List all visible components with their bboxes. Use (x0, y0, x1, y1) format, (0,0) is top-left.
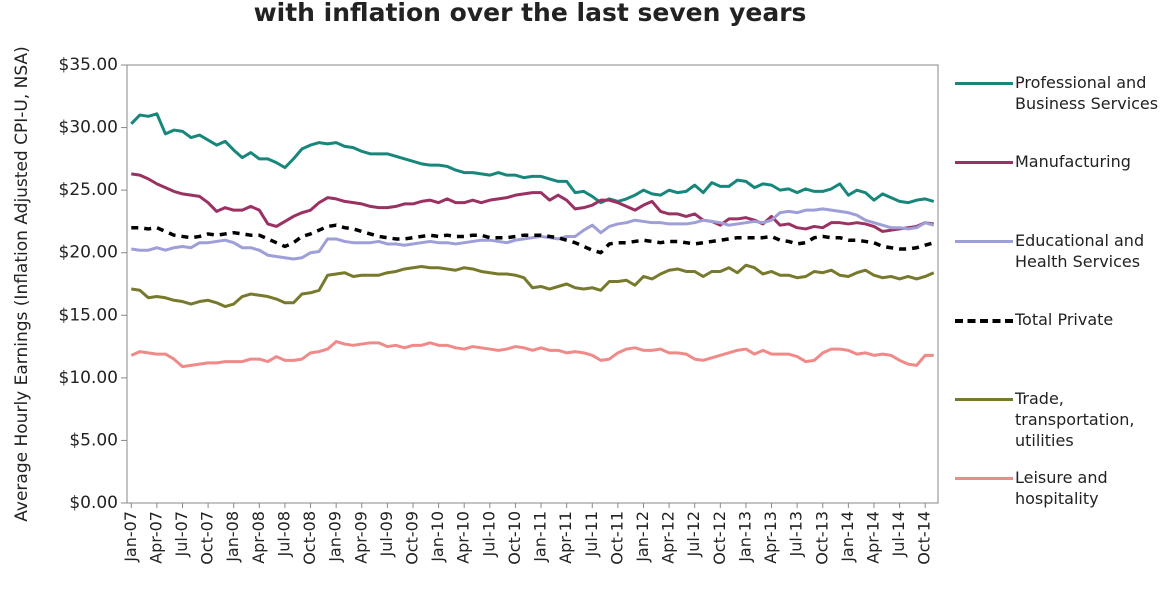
legend-swatch (955, 82, 1013, 85)
y-tick-label: $0.00 (69, 493, 118, 513)
y-tick-label: $5.00 (69, 430, 118, 450)
y-tick-label: $20.00 (59, 243, 118, 263)
y-axis-label: Average Hourly Earnings (Inflation Adjus… (12, 46, 32, 521)
x-tick-label: Oct-11 (607, 511, 626, 565)
y-tick-label: $25.00 (59, 180, 118, 200)
x-tick-label: Jan-13 (735, 511, 754, 563)
x-tick-label: Jul-10 (479, 511, 498, 557)
legend-swatch (955, 319, 1013, 323)
legend-label: Professional and Business Services (1015, 73, 1159, 113)
x-tick-label: Oct-12 (710, 511, 729, 565)
x-tick-label: Apr-07 (146, 511, 165, 564)
y-tick-label: $35.00 (59, 55, 118, 75)
legend-swatch (955, 161, 1013, 164)
x-tick-label: Apr-12 (659, 511, 678, 564)
y-tick-label: $30.00 (59, 118, 118, 138)
x-tick-label: Jul-09 (377, 511, 396, 557)
x-tick-label: Apr-13 (761, 511, 780, 564)
x-tick-label: Jul-12 (684, 511, 703, 557)
series-line (131, 263, 935, 309)
x-tick-label: Jan-10 (428, 511, 447, 563)
series-line (130, 112, 935, 205)
y-tick-label: $10.00 (59, 368, 118, 388)
x-tick-label: Jul-07 (172, 511, 191, 557)
x-tick-label: Jan-12 (633, 511, 652, 563)
x-tick-label: Jul-08 (274, 511, 293, 557)
series-line (130, 340, 934, 369)
series-line (131, 207, 935, 261)
x-tick-label: Jan-11 (531, 511, 550, 563)
x-tick-label: Oct-07 (198, 511, 217, 565)
x-tick-label: Oct-13 (812, 511, 831, 565)
legend-label: Total Private (1015, 310, 1114, 329)
series-line (131, 223, 935, 255)
legend-swatch (955, 240, 1013, 243)
series-line (131, 172, 934, 233)
x-tick-label: Oct-09 (402, 511, 421, 565)
x-tick-label: Apr-08 (249, 511, 268, 564)
x-tick-label: Oct-14 (915, 511, 934, 565)
x-tick-label: Apr-14 (863, 511, 882, 564)
legend-swatch (955, 477, 1013, 480)
x-tick-label: Oct-10 (505, 511, 524, 565)
x-tick-label: Oct-08 (300, 511, 319, 565)
x-tick-label: Jan-07 (121, 511, 140, 563)
x-tick-label: Apr-11 (556, 511, 575, 564)
x-tick-label: Apr-10 (454, 511, 473, 564)
legend: Professional and Business Services Manufa… (955, 0, 1168, 590)
x-tick-label: Jul-14 (889, 511, 908, 557)
x-tick-label: Apr-09 (351, 511, 370, 564)
legend-label: Educational and Health Services (1015, 231, 1145, 271)
legend-swatch (955, 398, 1013, 401)
legend-label: Leisure and hospitality (1015, 468, 1108, 508)
x-tick-label: Jan-08 (223, 511, 242, 563)
chart-title: with inflation over the last seven years (254, 0, 807, 27)
x-tick-label: Jan-14 (838, 511, 857, 563)
legend-label: Manufacturing (1015, 152, 1131, 171)
plot-frame (126, 64, 939, 504)
legend-label: Trade, transportation, utilities (1015, 389, 1135, 450)
x-tick-label: Jul-13 (787, 511, 806, 557)
x-tick-label: Jan-09 (326, 511, 345, 563)
y-tick-label: $15.00 (59, 305, 118, 325)
x-tick-label: Jul-11 (582, 511, 601, 557)
